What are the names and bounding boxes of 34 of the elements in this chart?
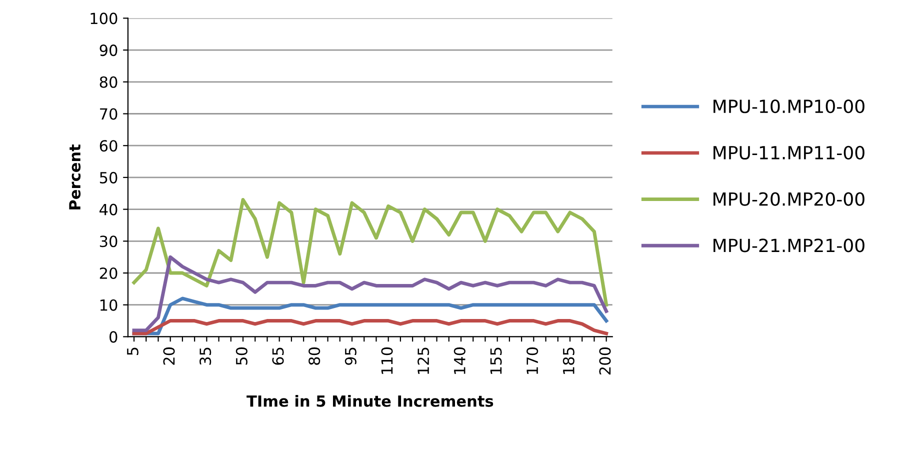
x-tick-label: 50 (236, 347, 248, 365)
x-tick-label: 110 (381, 347, 393, 374)
x-tick-label: 185 (562, 348, 574, 374)
y-tick-label: 90 (100, 44, 118, 56)
y-tick-label: 30 (100, 236, 118, 248)
x-tick-label: 65 (272, 348, 284, 365)
x-tick-label: 20 (163, 347, 175, 365)
y-tick-label: 60 (100, 140, 118, 152)
x-axis-title: TIme in 5 Minute Increments (246, 395, 494, 407)
y-tick-label: 80 (100, 76, 118, 88)
y-axis-title: Percent (69, 144, 81, 210)
x-tick-label: 35 (200, 348, 212, 365)
y-tick-label: 70 (100, 108, 118, 120)
x-tick-label: 140 (454, 347, 466, 374)
x-tick-label: 95 (344, 348, 356, 365)
legend-label: MPU-21.MP21-00 (714, 238, 864, 252)
x-tick-label: 5 (127, 348, 138, 355)
x-tick-label: 125 (418, 348, 430, 374)
y-tick-label: 20 (100, 267, 118, 280)
line-series (132, 255, 608, 332)
y-tick-label: 50 (100, 172, 118, 184)
x-tick-label: 80 (308, 347, 320, 365)
y-tick-label: 0 (110, 331, 118, 343)
y-tick-label: 10 (100, 299, 118, 311)
x-tick-label: 155 (490, 348, 502, 374)
legend-label: MPU-10.MP10-00 (714, 99, 864, 114)
x-tick-label: 200 (599, 347, 611, 374)
legend-label: MPU-11.MP11-00 (714, 146, 864, 160)
x-tick-label: 170 (526, 347, 538, 374)
line-series (132, 319, 608, 336)
y-tick-label: 40 (100, 204, 118, 216)
legend-label: MPU-20.MP20-00 (714, 192, 864, 206)
y-tick-label: 100 (90, 12, 118, 24)
line-series (132, 198, 608, 307)
